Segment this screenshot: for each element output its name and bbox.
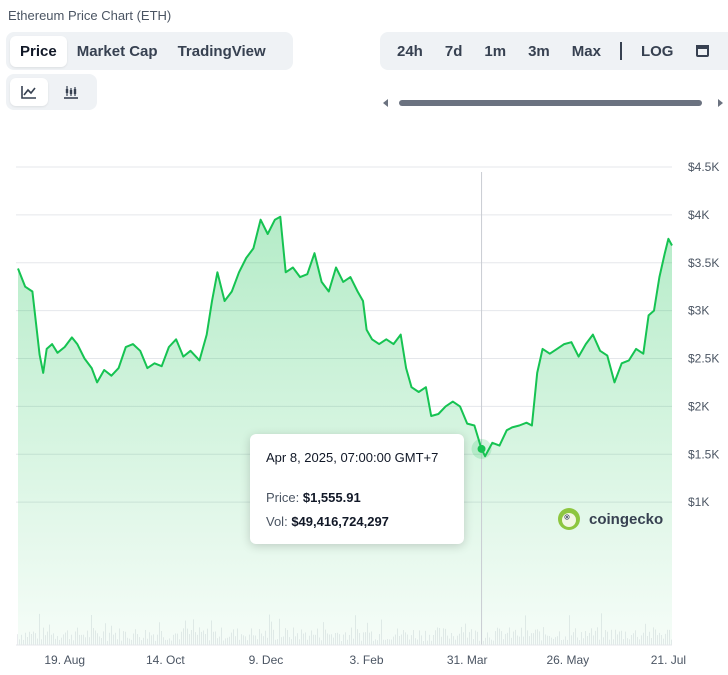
y-tick-label: $2K: [688, 399, 709, 413]
scrollbar-thumb[interactable]: [399, 100, 702, 106]
x-tick-label: 31. Mar: [447, 653, 488, 667]
chart-type-toggle: [6, 74, 97, 110]
x-tick-label: 9. Dec: [249, 653, 284, 667]
range-24h-button[interactable]: 24h: [397, 42, 423, 60]
y-tick-label: $3.5K: [688, 256, 719, 270]
line-chart-icon: [21, 86, 36, 99]
chart-scrollbar[interactable]: [380, 96, 728, 110]
tooltip-price-label: Price:: [266, 490, 300, 505]
metric-tabs: Price Market Cap TradingView: [6, 32, 293, 70]
price-tooltip: Apr 8, 2025, 07:00:00 GMT+7 Price: $1,55…: [250, 434, 464, 544]
range-1m-button[interactable]: 1m: [484, 42, 507, 60]
range-3m-button[interactable]: 3m: [528, 42, 550, 60]
y-tick-label: $4.5K: [688, 160, 719, 174]
y-tick-label: $1.5K: [688, 447, 719, 461]
y-tick-label: $4K: [688, 208, 709, 222]
highlight-point: [477, 444, 486, 453]
tooltip-price-value: $1,555.91: [302, 490, 361, 505]
coingecko-logo-icon: [558, 508, 580, 530]
calendar-icon[interactable]: [696, 45, 710, 57]
candlestick-chart-icon: [64, 86, 78, 99]
y-tick-label: $2.5K: [688, 352, 719, 366]
coingecko-wordmark: coingecko: [589, 510, 664, 528]
x-tick-label: 21. Jul: [651, 653, 686, 667]
price-line: [17, 215, 673, 458]
x-tick-label: 19. Aug: [44, 653, 85, 667]
tab-tradingview[interactable]: TradingView: [177, 42, 266, 60]
tooltip-volume-value: $49,416,724,297: [291, 514, 389, 529]
tab-price[interactable]: Price: [10, 35, 67, 67]
range-divider: [619, 42, 622, 60]
x-tick-label: 26. May: [546, 653, 589, 667]
price-chart[interactable]: $4.5K $4K $3.5K $3K $2.5K $2K $1.5K $1K 19. Aug…: [0, 140, 728, 675]
time-range-selector: 24h 7d 1m 3m Max LOG: [380, 32, 728, 70]
scroll-right-icon[interactable]: [718, 99, 723, 107]
log-scale-button[interactable]: LOG: [640, 42, 674, 60]
range-7d-button[interactable]: 7d: [444, 42, 463, 60]
y-tick-label: $3K: [688, 304, 709, 318]
range-max-button[interactable]: Max: [571, 42, 601, 60]
candlestick-chart-button[interactable]: [52, 78, 90, 106]
scroll-left-icon[interactable]: [383, 99, 388, 107]
y-tick-label: $1K: [688, 495, 709, 509]
page-title: Ethereum Price Chart (ETH): [8, 8, 172, 23]
price-area: [18, 216, 672, 646]
volume-bar: [17, 634, 18, 645]
tab-market-cap[interactable]: Market Cap: [76, 42, 158, 60]
tooltip-volume-label: Vol:: [266, 514, 288, 529]
coingecko-watermark: coingecko: [557, 507, 663, 531]
tooltip-date: Apr 8, 2025, 07:00:00 GMT+7: [266, 450, 439, 465]
line-chart-button[interactable]: [10, 78, 48, 106]
x-tick-label: 14. Oct: [146, 653, 185, 667]
x-tick-label: 3. Feb: [350, 653, 384, 667]
